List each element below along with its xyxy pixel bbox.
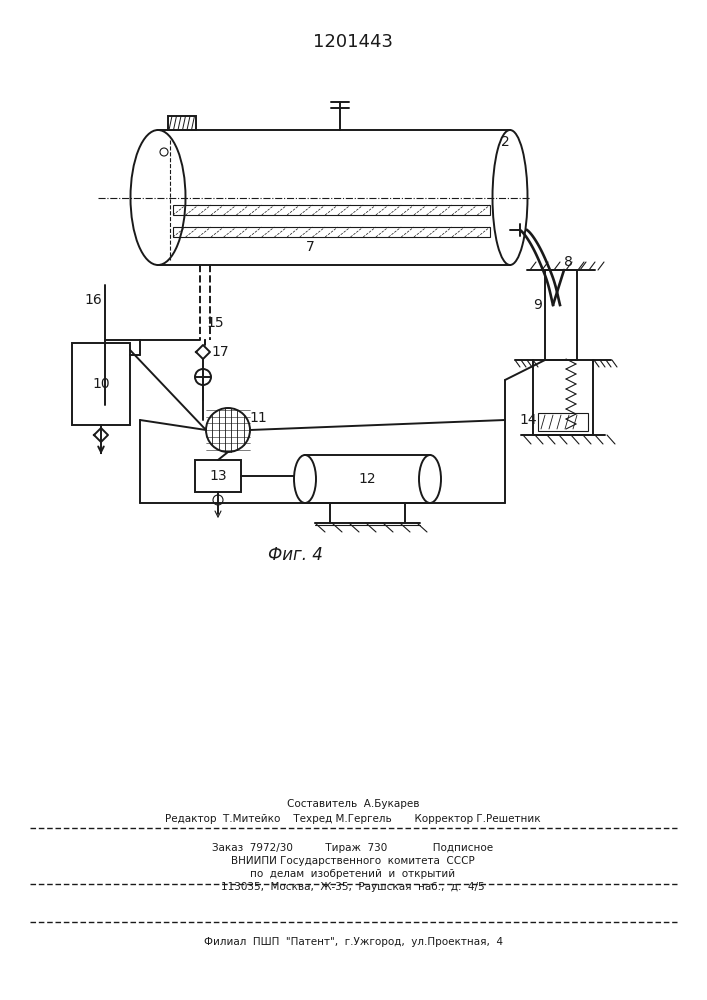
- Circle shape: [206, 408, 250, 452]
- Text: 13: 13: [209, 469, 227, 483]
- Text: ВНИИПИ Государственного  комитета  СССР: ВНИИПИ Государственного комитета СССР: [231, 856, 475, 866]
- Bar: [168, 116, 196, 130]
- Text: по  делам  изобретений  и  открытий: по делам изобретений и открытий: [250, 869, 455, 879]
- Ellipse shape: [419, 455, 441, 503]
- Ellipse shape: [493, 130, 527, 265]
- Bar: [538, 413, 588, 431]
- Text: 10: 10: [92, 377, 110, 391]
- Text: 2: 2: [501, 135, 509, 149]
- Bar: [533, 360, 593, 435]
- Bar: [305, 455, 430, 503]
- Text: 14: 14: [519, 413, 537, 427]
- Bar: [72, 343, 130, 425]
- Bar: [158, 130, 510, 265]
- Text: Заказ  7972/30          Тираж  730              Подписное: Заказ 7972/30 Тираж 730 Подписное: [212, 843, 493, 853]
- Text: 8: 8: [563, 255, 573, 269]
- Ellipse shape: [131, 130, 185, 265]
- Text: 16: 16: [84, 293, 102, 307]
- Text: Редактор  Т.Митейко    Техред М.Гергель       Корректор Г.Решетник: Редактор Т.Митейко Техред М.Гергель Корр…: [165, 814, 541, 824]
- Text: 12: 12: [358, 472, 376, 486]
- Text: 15: 15: [206, 316, 224, 330]
- Text: Фиг. 4: Фиг. 4: [267, 546, 322, 564]
- Text: 113035,  Москва,  Ж-35,  Раушская  наб.,  д.  4/5: 113035, Москва, Ж-35, Раушская наб., д. …: [221, 882, 485, 892]
- Text: Филиал  ПШП  "Патент",  г.Ужгород,  ул.Проектная,  4: Филиал ПШП "Патент", г.Ужгород, ул.Проек…: [204, 937, 503, 947]
- Bar: [173, 227, 490, 237]
- Ellipse shape: [294, 455, 316, 503]
- Bar: [173, 205, 490, 215]
- Text: 1201443: 1201443: [313, 33, 393, 51]
- Text: 9: 9: [534, 298, 542, 312]
- Bar: [545, 270, 577, 360]
- Text: Составитель  А.Букарев: Составитель А.Букарев: [287, 799, 419, 809]
- Text: 7: 7: [305, 240, 315, 254]
- Text: 11: 11: [249, 411, 267, 425]
- Bar: [195, 460, 241, 492]
- Text: 17: 17: [211, 345, 229, 359]
